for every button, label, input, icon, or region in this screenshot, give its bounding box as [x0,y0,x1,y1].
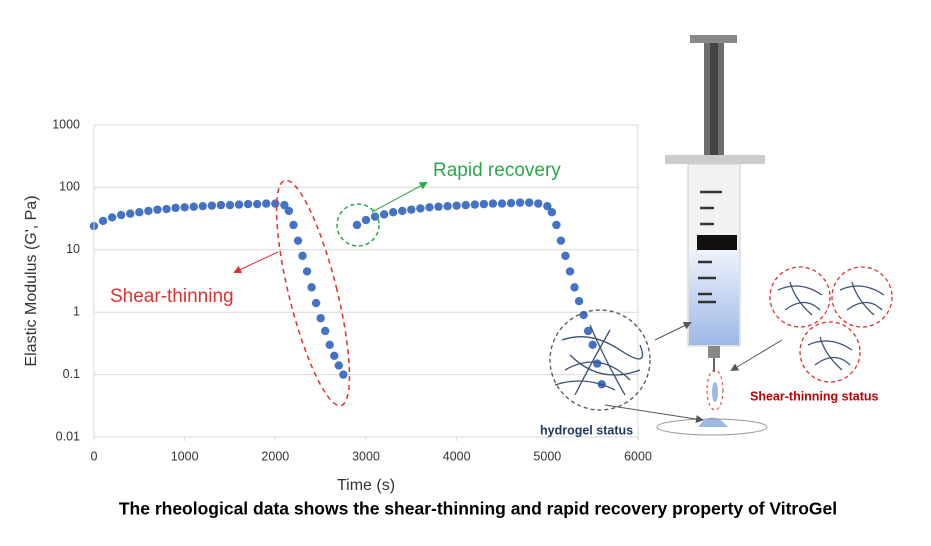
x-tick-label: 6000 [624,449,652,463]
y-axis-label: Elastic Modulus (G', Pa) [23,195,40,366]
arrow [233,251,279,274]
data-point [153,205,162,214]
data-point [434,202,443,211]
data-point [370,212,380,221]
data-point [126,209,135,218]
highlight-circle [336,203,380,247]
data-point [552,220,561,230]
annotation: Rapid recovery [433,160,561,181]
data-point [515,198,525,207]
data-point [479,199,489,209]
y-tick-label: 0.1 [63,367,80,381]
data-point [253,199,262,209]
data-point [534,199,543,208]
data-point [407,205,416,214]
data-point [547,208,557,217]
plot-border [93,124,639,438]
arrow [654,322,692,341]
data-point [443,201,452,211]
y-tick-label: 0.01 [56,429,80,443]
annotation: Shear-thinning [110,286,234,307]
x-axis-label: Time (s) [337,477,395,494]
data-point [171,203,180,213]
data-point [107,213,117,222]
data-point [321,326,330,336]
x-tick-label: 2000 [261,449,289,463]
data-point [144,206,153,216]
data-point [425,203,434,212]
data-point [339,370,348,379]
data-point [416,204,425,213]
data-point [216,200,226,210]
data-point [398,206,407,216]
data-point [461,200,470,210]
data-point [352,220,362,230]
x-tick-label: 0 [91,449,98,463]
data-point [225,200,235,210]
arrow [371,182,428,213]
x-tick-label: 1000 [171,449,199,463]
annotation: Shear-thinning status [750,389,879,403]
data-point [271,199,280,208]
data-point [234,200,244,209]
data-point [316,314,325,323]
data-point [302,267,312,276]
data-point [565,267,575,276]
x-tick-label: 4000 [443,449,471,463]
data-point [574,297,584,306]
data-point [198,201,207,211]
data-point [556,236,566,245]
data-point [243,199,253,209]
data-point [506,198,516,208]
data-point [162,204,171,214]
data-point [379,210,389,219]
data-point [325,340,334,350]
data-point [561,251,570,261]
data-point [207,201,217,210]
data-point [488,199,498,208]
data-point [98,216,108,226]
data-point [579,310,588,320]
x-tick-label: 3000 [352,449,380,463]
data-point [180,203,189,212]
data-point [280,200,289,210]
data-point [298,251,307,261]
data-point [452,201,461,210]
data-point [470,200,479,209]
arrow [604,404,704,424]
data-point [284,206,294,216]
data-point [289,220,298,230]
data-point [334,361,343,370]
x-tick-label: 5000 [533,449,561,463]
y-tick-label: 1 [73,304,80,318]
highlight-ellipse [275,179,351,407]
data-point [189,202,198,211]
data-point [307,283,316,292]
y-tick-label: 1000 [52,117,80,131]
network-illustration [549,266,893,411]
data-point [525,198,534,207]
data-point [117,210,126,220]
y-tick-label: 100 [59,180,80,194]
data-point [361,215,371,225]
data-point [543,201,552,211]
data-point [330,351,339,361]
arrow [730,339,783,372]
data-point [497,199,507,208]
data-point [583,326,593,336]
data-point [262,199,271,208]
data-point [293,236,303,245]
y-tick-label: 10 [66,242,80,256]
data-point [570,283,579,292]
data-point [588,340,597,350]
data-point [135,208,144,217]
annotation: hydrogel status [540,423,633,437]
syringe [656,35,768,436]
data-point [389,208,398,217]
caption: The rheological data shows the shear-thi… [119,499,837,519]
data-point [311,298,321,308]
data-point [593,359,602,368]
